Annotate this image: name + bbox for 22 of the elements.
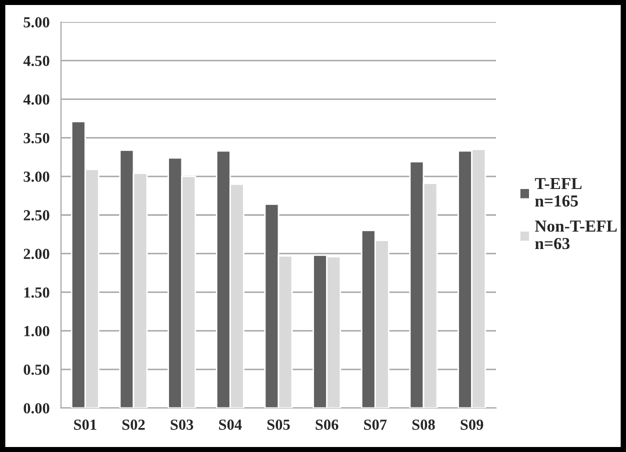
y-tick-label: 4.00 xyxy=(23,94,50,105)
x-tick-label: S09 xyxy=(460,420,484,430)
x-tick-label: S08 xyxy=(412,420,435,430)
y-tick-label: 4.50 xyxy=(23,56,50,66)
y-tick-label: 3.00 xyxy=(24,172,50,182)
y-tick-label: 5.00 xyxy=(24,17,50,28)
y-tick-label: 0.00 xyxy=(24,403,50,414)
legend-label: T-EFL n=165 xyxy=(534,178,582,207)
legend-label: Non-T-EFL n=63 xyxy=(535,220,617,250)
y-tick-label: 2.50 xyxy=(24,210,50,221)
x-tick-label: S05 xyxy=(267,420,290,430)
x-tick-label: S01 xyxy=(74,420,96,430)
x-tick-label: S03 xyxy=(170,420,194,430)
y-tick-label: 2.00 xyxy=(24,248,50,260)
x-tick-label: S07 xyxy=(364,420,387,430)
y-tick-label: 1.50 xyxy=(24,287,50,298)
y-tick-label: 0.50 xyxy=(24,364,50,375)
x-tick-label: S06 xyxy=(316,420,338,430)
y-tick-label: 3.50 xyxy=(24,132,50,144)
y-tick-label: 1.00 xyxy=(24,326,50,336)
x-tick-label: S02 xyxy=(122,420,145,430)
x-tick-label: S04 xyxy=(219,420,242,430)
